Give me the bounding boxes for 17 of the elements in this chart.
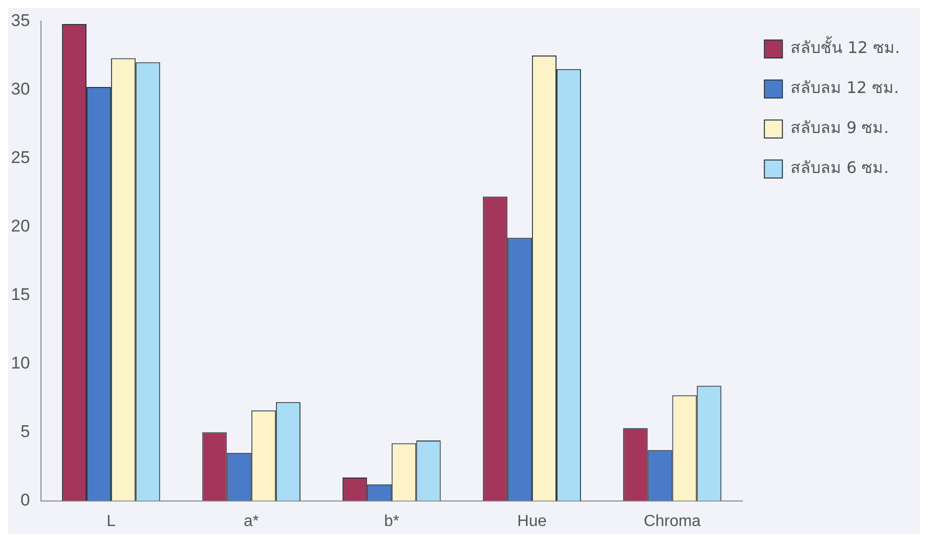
y-tick-label: 30 (10, 79, 30, 98)
y-tick-label: 10 (10, 353, 30, 372)
y-tick-label: 35 (10, 10, 30, 30)
x-tick-label: Hue (517, 512, 547, 530)
x-tick-label: L (106, 512, 116, 530)
y-tick-label: 20 (10, 216, 30, 236)
legend-label: สลับลม 12 ซม. (790, 78, 900, 98)
y-tick-label: 5 (20, 422, 30, 441)
y-tick-label: 25 (10, 148, 30, 167)
y-tick-label: 0 (20, 490, 30, 510)
legend-label: สลับชั้น 12 ซม. (790, 36, 900, 58)
x-tick-label: Chroma (644, 512, 701, 530)
legend-label: สลับลม 6 ซม. (790, 158, 889, 178)
x-tick-label: b* (384, 512, 400, 530)
y-tick-label: 15 (10, 284, 30, 304)
legend-label: สลับลม 9 ซม. (790, 118, 889, 138)
x-tick-label: a* (244, 512, 259, 530)
